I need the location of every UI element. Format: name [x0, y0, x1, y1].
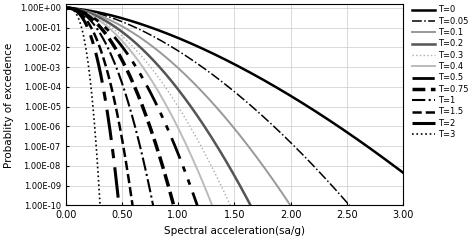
X-axis label: Spectral acceleration(sa/g): Spectral acceleration(sa/g) — [164, 226, 305, 236]
Line: T=0.1: T=0.1 — [66, 8, 403, 240]
T=0.2 — [218, 151, 224, 154]
T=0.1 — [80, 9, 86, 12]
T=0 — [391, 164, 396, 167]
T=0.1 — [218, 111, 224, 114]
T=0 — [63, 6, 69, 9]
T=0.2 — [80, 9, 86, 12]
T=0.1 — [227, 121, 233, 124]
Line: T=3: T=3 — [66, 8, 403, 240]
T=0.1 — [63, 6, 69, 9]
T=0.05 — [80, 8, 86, 11]
T=0 — [227, 60, 233, 63]
T=3 — [63, 6, 69, 9]
T=0 — [328, 120, 334, 123]
T=0.4 — [218, 226, 224, 229]
Line: T=0.3: T=0.3 — [66, 8, 403, 240]
T=0.05 — [63, 6, 69, 9]
T=0.2 — [227, 166, 233, 169]
T=0.3 — [63, 6, 69, 9]
T=0.75 — [63, 6, 69, 9]
T=0.05 — [227, 86, 233, 89]
Line: T=0.75: T=0.75 — [66, 8, 403, 240]
T=1.5 — [63, 6, 69, 9]
T=0.3 — [218, 184, 224, 186]
T=0.05 — [218, 79, 224, 82]
Line: T=1.5: T=1.5 — [66, 8, 403, 240]
Line: T=2: T=2 — [66, 8, 403, 240]
Line: T=0: T=0 — [66, 8, 403, 173]
T=0 — [218, 56, 224, 59]
T=0.5 — [63, 6, 69, 9]
T=0.75 — [80, 11, 86, 14]
T=0 — [80, 8, 86, 11]
T=2 — [63, 6, 69, 9]
Legend: T=0, T=0.05, T=0.1, T=0.2, T=0.3, T=0.4, T=0.5, T=0.75, T=1, T=1.5, T=2, T=3: T=0, T=0.05, T=0.1, T=0.2, T=0.3, T=0.4,… — [410, 5, 470, 140]
T=1.5 — [80, 14, 86, 17]
T=0 — [401, 171, 406, 174]
T=0.3 — [227, 203, 233, 206]
Line: T=0.5: T=0.5 — [66, 8, 403, 240]
T=1 — [63, 6, 69, 9]
T=1 — [80, 12, 86, 15]
T=2 — [80, 17, 86, 20]
Line: T=1: T=1 — [66, 8, 403, 240]
T=0.5 — [80, 11, 86, 13]
Line: T=0.4: T=0.4 — [66, 8, 403, 240]
T=0.3 — [80, 10, 86, 13]
T=0.4 — [80, 10, 86, 13]
T=0.4 — [63, 6, 69, 9]
T=0.05 — [328, 184, 334, 186]
Line: T=0.05: T=0.05 — [66, 8, 403, 240]
Line: T=0.2: T=0.2 — [66, 8, 403, 240]
Y-axis label: Probablity of excedence: Probablity of excedence — [4, 42, 14, 168]
T=0 — [391, 164, 396, 167]
T=0.2 — [63, 6, 69, 9]
T=3 — [80, 32, 86, 35]
